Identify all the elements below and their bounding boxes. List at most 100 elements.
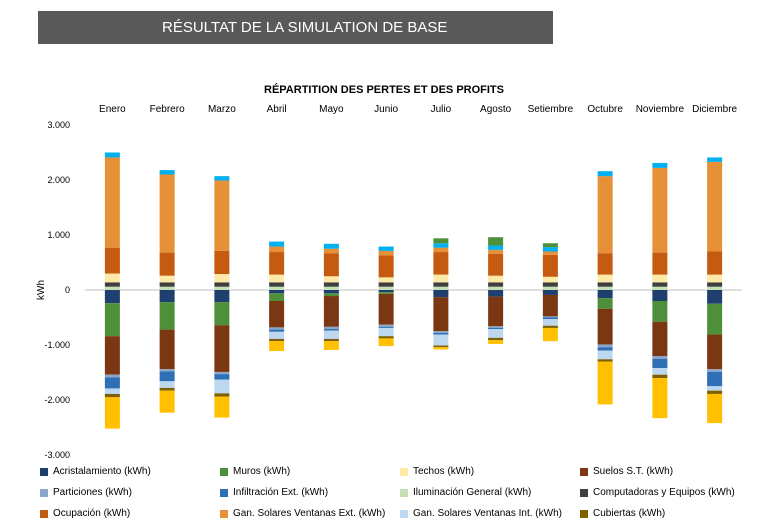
bar-segment [707,161,723,252]
bar-segment [488,296,504,327]
bar-segment [597,347,613,351]
bar-segment [433,345,449,348]
month-label: Agosto [480,104,512,115]
chart-title: RÉPARTITION DES PERTES ET DES PROFITS [264,84,504,96]
bar-segment [652,274,668,283]
legend-label: Acristalamiento (kWh) [53,466,151,477]
stacked-bar-chart: kWh 3.000 2.000 1.000 0 -1.000 -2.000 -3.000 Ene… [36,104,742,460]
bar-segment [542,243,558,248]
bar-segment [488,286,504,290]
month-label: Setiembre [528,104,574,115]
bar-segment [652,282,668,287]
bar-segment [542,316,558,318]
month-label: Enero [99,104,126,115]
bar-segment [104,273,120,283]
bar-segment [542,282,558,287]
bar-segment [433,297,449,332]
bar-segment [488,249,504,254]
bar-segment [597,176,613,254]
bar-segment [433,274,449,283]
legend-swatch [400,509,408,518]
legend-item: Muros (kWh) [220,466,290,477]
bar-segment [159,329,175,370]
bar-segment [707,251,723,275]
bar-segment [652,374,668,378]
bar-segment [269,341,285,352]
legend-label: Particiones (kWh) [53,487,132,498]
bar-segment [652,356,668,359]
bar-segment [159,369,175,372]
legend-swatch [40,488,48,497]
bar-segment [652,368,668,375]
bar-segment [433,290,449,298]
bar-segment [707,290,723,304]
bar-segment [269,241,285,247]
bar-segment [104,303,120,337]
bar-segment [269,329,285,332]
bar-segment [707,369,723,372]
bar-segment [488,253,504,276]
bar-segment [378,290,394,293]
bar-segment [159,252,175,276]
bar-segment [433,286,449,290]
bar-segment [378,336,394,339]
bar-segment [214,180,230,251]
bar-segment [597,171,613,177]
bar-segment [433,243,449,248]
bar-segment [323,243,339,249]
bar-segment [433,247,449,253]
bar-segment [542,319,558,326]
bar-segment [214,286,230,290]
legend-label: Muros (kWh) [233,466,291,477]
legend-item: Acristalamiento (kWh) [40,466,151,477]
legend-label: Iluminación General (kWh) [413,487,532,498]
bar-segment [707,282,723,287]
bar-segment [433,282,449,287]
bar-segment [597,286,613,290]
bar-segment [597,361,613,405]
bar-segment [542,294,558,317]
bar-segment [159,302,175,330]
bar-segment [433,332,449,335]
bar-segment [159,390,175,413]
bar-segment [323,282,339,287]
bar-segment [159,290,175,303]
y-tick-label: 2.000 [47,175,70,185]
legend-item: Computadoras y Equipos (kWh) [580,487,735,498]
bar-segment [104,397,120,429]
bar-segment [269,252,285,275]
legend-label: Ocupación (kWh) [53,508,131,519]
legend-item: Particiones (kWh) [40,487,132,498]
legend-swatch [580,488,588,497]
bar-segment [159,286,175,290]
bar-segment [707,303,723,335]
bar-segment [488,326,504,328]
bar-segment [542,325,558,328]
bar-segment [159,174,175,253]
bar-segment [707,157,723,162]
bar-segment [323,293,339,297]
bar-segment [433,331,449,333]
bar-segment [159,381,175,388]
bar-segment [542,247,558,252]
bar-segment [214,274,230,283]
bar-segment [542,286,558,290]
bar-segment [378,246,394,251]
page-title: RÉSULTAT DE LA SIMULATION DE BASE [162,19,448,36]
bar-segment [433,238,449,244]
legend-label: Techos (kWh) [413,466,475,477]
bar-segment [378,277,394,283]
legend-item: Gan. Solares Ventanas Int. (kWh) [400,508,562,519]
legend-label: Infiltración Ext. (kWh) [233,487,329,498]
month-label: Marzo [208,104,236,115]
bar-segment [542,251,558,255]
month-label: Mayo [319,104,344,115]
bar-segment [488,337,504,341]
bar-segment [269,338,285,342]
bar-segment [214,379,230,394]
bar-segment [488,275,504,283]
y-tick-label: -1.000 [44,340,70,350]
bar-segment [104,388,120,394]
legend-label: Gan. Solares Ventanas Ext. (kWh) [233,508,386,519]
bar-segment [597,282,613,287]
